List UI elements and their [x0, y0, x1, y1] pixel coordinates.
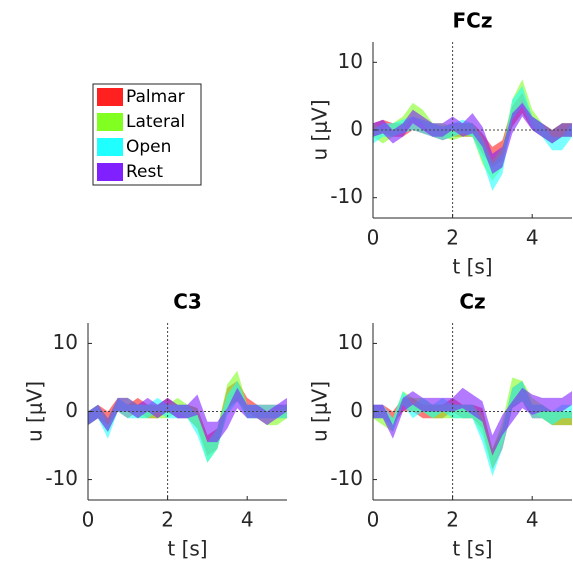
- y-tick-label: 0: [350, 117, 363, 141]
- band: [373, 86, 572, 191]
- y-tick-label: 10: [53, 330, 78, 354]
- x-tick-label: 2: [161, 508, 174, 532]
- y-axis-label: u [μV]: [308, 99, 332, 160]
- band: [373, 102, 572, 174]
- legend-label: Palmar: [126, 87, 185, 107]
- x-tick-label: 4: [241, 508, 254, 532]
- x-axis-label: t [s]: [452, 537, 492, 561]
- x-tick-label: 4: [526, 226, 539, 250]
- legend-label: Lateral: [126, 112, 185, 132]
- legend-label: Rest: [126, 162, 163, 182]
- y-tick-label: 10: [338, 330, 363, 354]
- y-tick-label: 10: [338, 49, 363, 73]
- x-tick-label: 2: [446, 508, 459, 532]
- band: [88, 387, 287, 443]
- band: [88, 380, 287, 463]
- chart-title: C3: [173, 290, 202, 314]
- chart-title: FCz: [453, 9, 493, 33]
- legend-swatch: [97, 138, 123, 156]
- x-tick-label: 0: [367, 226, 380, 250]
- chart-title: Cz: [459, 290, 485, 314]
- band: [373, 387, 572, 456]
- y-tick-label: -10: [330, 184, 363, 208]
- legend-swatch: [97, 163, 123, 181]
- x-tick-label: 0: [82, 508, 95, 532]
- legend-swatch: [97, 88, 123, 106]
- legend: Palmar Lateral Open Rest: [92, 83, 202, 186]
- legend-label: Open: [126, 137, 171, 157]
- band: [88, 380, 287, 456]
- y-axis-label: u [μV]: [23, 381, 47, 442]
- y-axis-label: u [μV]: [308, 381, 332, 442]
- y-tick-label: 0: [65, 398, 78, 422]
- x-axis-label: t [s]: [452, 255, 492, 279]
- y-tick-label: -10: [330, 466, 363, 490]
- x-axis-label: t [s]: [167, 537, 207, 561]
- y-tick-label: -10: [45, 466, 78, 490]
- x-tick-label: 4: [526, 508, 539, 532]
- x-tick-label: 2: [446, 226, 459, 250]
- y-tick-label: 0: [350, 398, 363, 422]
- x-tick-label: 0: [367, 508, 380, 532]
- legend-swatch: [97, 113, 123, 131]
